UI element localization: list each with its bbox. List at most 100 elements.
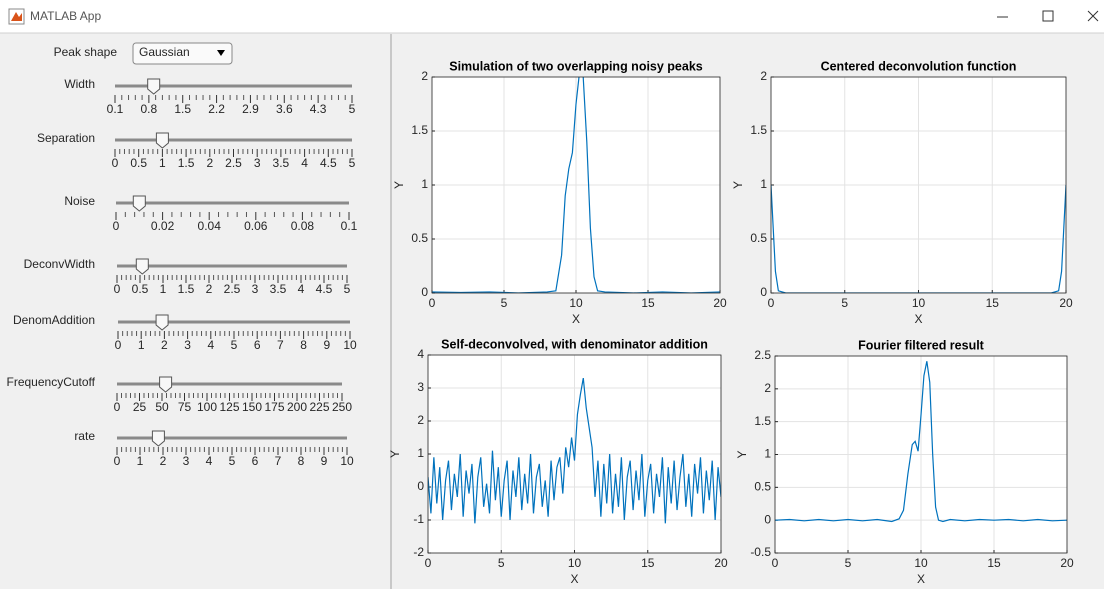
slider-tick-label: 175 <box>264 400 284 414</box>
x-axis-label: X <box>572 312 580 326</box>
slider-tick-label: 1.5 <box>178 282 195 296</box>
slider-tick-label: 2 <box>161 338 168 352</box>
y-tick-label: 0 <box>421 285 428 299</box>
x-axis-label: X <box>917 572 925 586</box>
chart-title: Centered deconvolution function <box>821 59 1017 73</box>
x-tick-label: 20 <box>713 296 727 310</box>
slider-thumb[interactable] <box>147 78 161 95</box>
y-tick-label: 3 <box>417 380 424 394</box>
x-tick-label: 20 <box>1060 556 1074 570</box>
y-tick-label: 0 <box>417 479 424 493</box>
slider-thumb[interactable] <box>155 314 169 331</box>
slider-label: DeconvWidth <box>24 257 95 271</box>
slider-tick-label: 1 <box>159 156 166 170</box>
y-tick-label: 0.5 <box>750 231 767 245</box>
axes-box <box>431 76 721 294</box>
slider-tick-label: 7 <box>275 454 282 468</box>
app-icon <box>8 8 25 25</box>
slider-thumb[interactable] <box>135 258 149 275</box>
slider-tick-label: 0 <box>114 282 121 296</box>
slider-tick-label: 125 <box>219 400 239 414</box>
axes-box <box>427 354 722 554</box>
slider-label: Width <box>64 77 95 91</box>
slider-tick-label: 250 <box>332 400 352 414</box>
y-tick-label: 1 <box>760 177 767 191</box>
window-title: MATLAB App <box>30 9 101 23</box>
slider-tick-label: 6 <box>252 454 259 468</box>
x-tick-label: 10 <box>912 296 926 310</box>
slider-tick-label: 0 <box>113 219 120 233</box>
y-tick-label: -1 <box>413 512 424 526</box>
slider-tick-label: 3 <box>252 282 259 296</box>
y-tick-label: 4 <box>417 347 424 361</box>
slider-tick-label: 4 <box>206 454 213 468</box>
slider-thumb[interactable] <box>155 132 169 149</box>
y-axis-label: Y <box>735 450 749 458</box>
slider-label: FrequencyCutoff <box>7 375 96 389</box>
slider-tick-label: 4 <box>207 338 214 352</box>
slider-tick-label: 150 <box>242 400 262 414</box>
slider-tick-label: 0.02 <box>151 219 175 233</box>
y-tick-label: 1 <box>417 446 424 460</box>
y-tick-label: -2 <box>413 545 424 559</box>
y-tick-label: 2 <box>421 69 428 83</box>
slider-tick-label: 0 <box>114 400 121 414</box>
slider-tick-label: 1 <box>137 454 144 468</box>
slider-tick-label: 2.9 <box>242 102 259 116</box>
x-tick-label: 10 <box>569 296 583 310</box>
dropdown-value[interactable]: Gaussian <box>139 45 190 59</box>
slider-tick-label: 3.5 <box>273 156 290 170</box>
slider-label: Separation <box>37 131 95 145</box>
chart-title: Self-deconvolved, with denominator addit… <box>441 337 708 351</box>
slider-tick-label: 2.2 <box>208 102 225 116</box>
slider-label: rate <box>74 429 95 443</box>
slider-tick-label: 5 <box>349 156 356 170</box>
slider-tick-label: 8 <box>300 338 307 352</box>
dropdown-label: Peak shape <box>54 45 118 59</box>
y-axis-label: Y <box>388 450 402 458</box>
axes-box <box>770 76 1067 294</box>
slider-tick-label: 0 <box>112 156 119 170</box>
slider-tick-label: 3 <box>183 454 190 468</box>
slider-tick-label: 1 <box>138 338 145 352</box>
chart-title: Fourier filtered result <box>858 338 985 352</box>
slider-tick-label: 9 <box>321 454 328 468</box>
slider-tick-label: 2.5 <box>225 156 242 170</box>
slider-tick-label: 0.5 <box>130 156 147 170</box>
slider-tick-label: 4.5 <box>316 282 333 296</box>
peak-shape-dropdown[interactable] <box>132 42 233 65</box>
x-tick-label: 15 <box>987 556 1001 570</box>
y-tick-label: 1 <box>764 447 771 461</box>
slider-tick-label: 0.08 <box>291 219 315 233</box>
maximize-button[interactable] <box>1042 10 1054 22</box>
y-axis-label: Y <box>392 181 406 189</box>
close-button[interactable] <box>1087 10 1099 22</box>
y-tick-label: 1 <box>421 177 428 191</box>
slider-tick-label: 4 <box>301 156 308 170</box>
y-tick-label: 2.5 <box>754 348 771 362</box>
x-tick-label: 0 <box>425 556 432 570</box>
y-tick-label: -0.5 <box>750 545 771 559</box>
slider-tick-label: 5 <box>344 282 351 296</box>
data-line <box>432 77 720 293</box>
slider-tick-label: 200 <box>287 400 307 414</box>
slider-tick-label: 9 <box>323 338 330 352</box>
slider-thumb[interactable] <box>159 376 173 393</box>
slider-tick-label: 4.3 <box>310 102 327 116</box>
slider-label: Noise <box>64 194 95 208</box>
x-tick-label: 5 <box>501 296 508 310</box>
slider-tick-label: 1.5 <box>178 156 195 170</box>
slider-tick-label: 5 <box>349 102 356 116</box>
slider-tick-label: 0.1 <box>341 219 358 233</box>
y-tick-label: 1.5 <box>411 123 428 137</box>
data-line <box>771 184 1066 293</box>
slider-tick-label: 3.6 <box>276 102 293 116</box>
x-tick-label: 0 <box>772 556 779 570</box>
axes-box <box>774 355 1068 554</box>
x-tick-label: 20 <box>1059 296 1073 310</box>
slider-tick-label: 50 <box>155 400 169 414</box>
x-tick-label: 0 <box>768 296 775 310</box>
slider-thumb[interactable] <box>132 195 146 212</box>
slider-thumb[interactable] <box>151 430 165 447</box>
slider-tick-label: 5 <box>231 338 238 352</box>
